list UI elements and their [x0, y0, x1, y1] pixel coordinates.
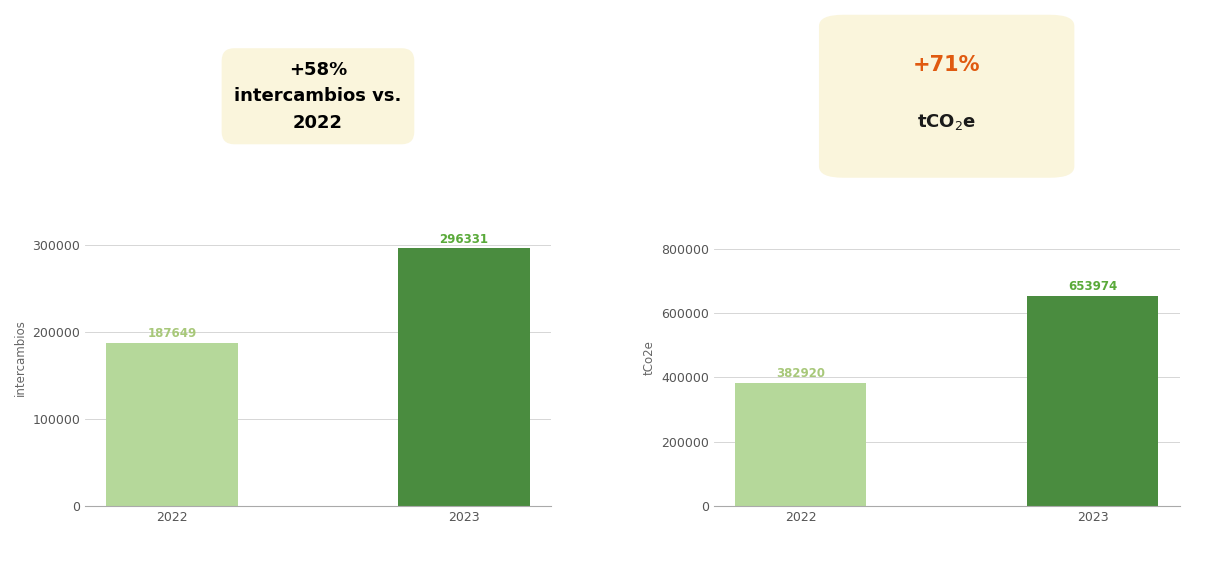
Bar: [734, 383, 866, 506]
Text: 653974: 653974: [1068, 280, 1118, 293]
Bar: [399, 248, 530, 506]
Text: tCO$_2$e: tCO$_2$e: [917, 111, 976, 132]
Bar: [106, 343, 237, 506]
Text: 382920: 382920: [776, 368, 826, 380]
Text: 187649: 187649: [147, 327, 197, 340]
Text: 296331: 296331: [439, 233, 489, 246]
Bar: [1028, 296, 1159, 506]
Y-axis label: intercambios: intercambios: [13, 319, 27, 396]
Y-axis label: tCo2e: tCo2e: [642, 341, 655, 375]
Text: +58%
intercambios vs.
2022: +58% intercambios vs. 2022: [235, 61, 401, 132]
Text: +71%: +71%: [913, 55, 980, 75]
